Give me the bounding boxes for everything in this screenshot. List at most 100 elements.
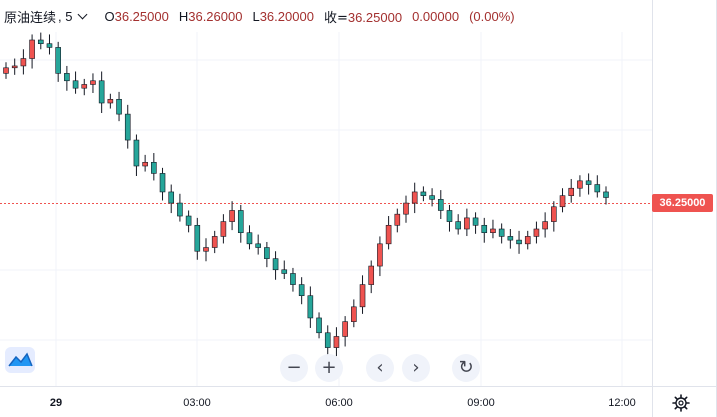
- candle-body: [255, 243, 261, 248]
- high-number: 36.26000: [188, 8, 243, 24]
- candle-body: [507, 236, 514, 241]
- candle-body: [237, 210, 244, 234]
- candle-body: [107, 98, 114, 104]
- candle-body: [342, 321, 348, 337]
- candle-body: [524, 236, 531, 245]
- candle-body: [498, 228, 505, 237]
- candle-body: [11, 65, 18, 69]
- open-number: 36.25000: [114, 8, 169, 24]
- candle-body: [403, 202, 409, 215]
- candle-body: [55, 47, 61, 74]
- candle-body: [229, 210, 235, 222]
- candle-body: [124, 113, 131, 141]
- zoom-out-button[interactable]: −: [280, 354, 308, 382]
- candle-body: [29, 39, 35, 59]
- time-label: 06:00: [325, 397, 353, 409]
- candle-body: [3, 67, 9, 74]
- minus-icon: −: [286, 357, 302, 378]
- candle-body: [420, 191, 427, 196]
- candle-body: [559, 195, 566, 208]
- open-value: O36.25000: [104, 9, 168, 24]
- candle-body: [437, 199, 444, 211]
- candle-body: [542, 221, 548, 230]
- change-percent: (0.00%): [469, 8, 515, 24]
- change-value: 0.00000: [412, 8, 460, 24]
- candle-body: [351, 306, 357, 322]
- last-price-label: 36.25000: [652, 194, 713, 212]
- candle-body: [455, 221, 461, 230]
- candle-body: [533, 228, 540, 237]
- zoom-in-button[interactable]: +: [315, 354, 343, 382]
- candle-body: [20, 58, 27, 67]
- candle-body: [272, 258, 279, 271]
- candle-body: [385, 224, 392, 245]
- candle-body: [116, 98, 122, 115]
- candle-body: [64, 73, 70, 82]
- tradingview-logo-icon[interactable]: [5, 347, 35, 373]
- reset-chart-button[interactable]: ↻: [452, 354, 480, 382]
- plus-icon: +: [321, 357, 337, 378]
- symbol-legend: 原油连续 , 5 O36.25000 H36.26000 L36.20000 收…: [0, 0, 521, 32]
- chevron-right-icon: ›: [412, 357, 420, 378]
- gear-icon[interactable]: [672, 394, 690, 412]
- candle-body: [490, 228, 496, 234]
- candle-body: [142, 161, 148, 167]
- time-label: 29: [49, 397, 63, 409]
- candle-body: [464, 217, 470, 230]
- candle-body: [281, 269, 288, 274]
- time-label: 03:00: [183, 397, 211, 409]
- scroll-left-button[interactable]: ‹: [366, 354, 394, 382]
- low-number: 36.20000: [259, 8, 314, 24]
- candle-body: [264, 247, 270, 259]
- candle-body: [72, 80, 79, 89]
- candle-body: [577, 180, 583, 189]
- open-label: O: [104, 8, 115, 24]
- candle-body: [333, 336, 340, 348]
- candle-body: [481, 224, 488, 234]
- candle-body: [37, 39, 44, 45]
- time-label: 09:00: [467, 397, 495, 409]
- candle-body: [211, 236, 218, 248]
- candle-body: [194, 224, 201, 252]
- candle-body: [316, 317, 322, 334]
- candle-body: [368, 265, 375, 285]
- candle-body: [603, 191, 609, 198]
- low-label: L: [252, 8, 260, 24]
- candle-body: [394, 213, 401, 226]
- candle-body: [472, 217, 479, 226]
- candle-body: [377, 243, 383, 267]
- interval-label[interactable]: , 5: [58, 8, 73, 24]
- candle-body: [246, 232, 253, 245]
- candle-body: [551, 206, 557, 222]
- candle-body: [516, 239, 522, 245]
- high-value: H36.26000: [179, 9, 243, 24]
- candle-body: [290, 273, 296, 285]
- candle-series: [3, 32, 609, 357]
- scroll-right-button[interactable]: ›: [402, 354, 430, 382]
- candle-body: [307, 295, 314, 319]
- candle-body: [177, 202, 183, 217]
- reset-icon: ↻: [458, 357, 474, 378]
- candle-body: [298, 284, 305, 297]
- time-axis-border: [0, 386, 716, 387]
- chevron-down-icon[interactable]: [78, 9, 88, 20]
- symbol-name[interactable]: 原油连续: [4, 10, 57, 26]
- candle-body: [151, 161, 157, 174]
- chevron-left-icon: ‹: [376, 357, 384, 378]
- candle-body: [220, 221, 227, 237]
- close-value: 收=36.25000: [324, 7, 402, 26]
- close-number: 36.25000: [347, 9, 403, 25]
- candle-body: [81, 84, 88, 89]
- candle-body: [568, 187, 575, 196]
- candle-body: [98, 80, 105, 104]
- candle-body: [168, 191, 175, 204]
- candle-body: [324, 332, 331, 348]
- candle-body: [594, 184, 601, 193]
- low-value: L36.20000: [252, 9, 313, 24]
- candle-body: [429, 195, 435, 200]
- candle-body: [411, 191, 418, 204]
- close-label: 收=: [323, 10, 348, 26]
- time-label: 12:00: [608, 397, 636, 409]
